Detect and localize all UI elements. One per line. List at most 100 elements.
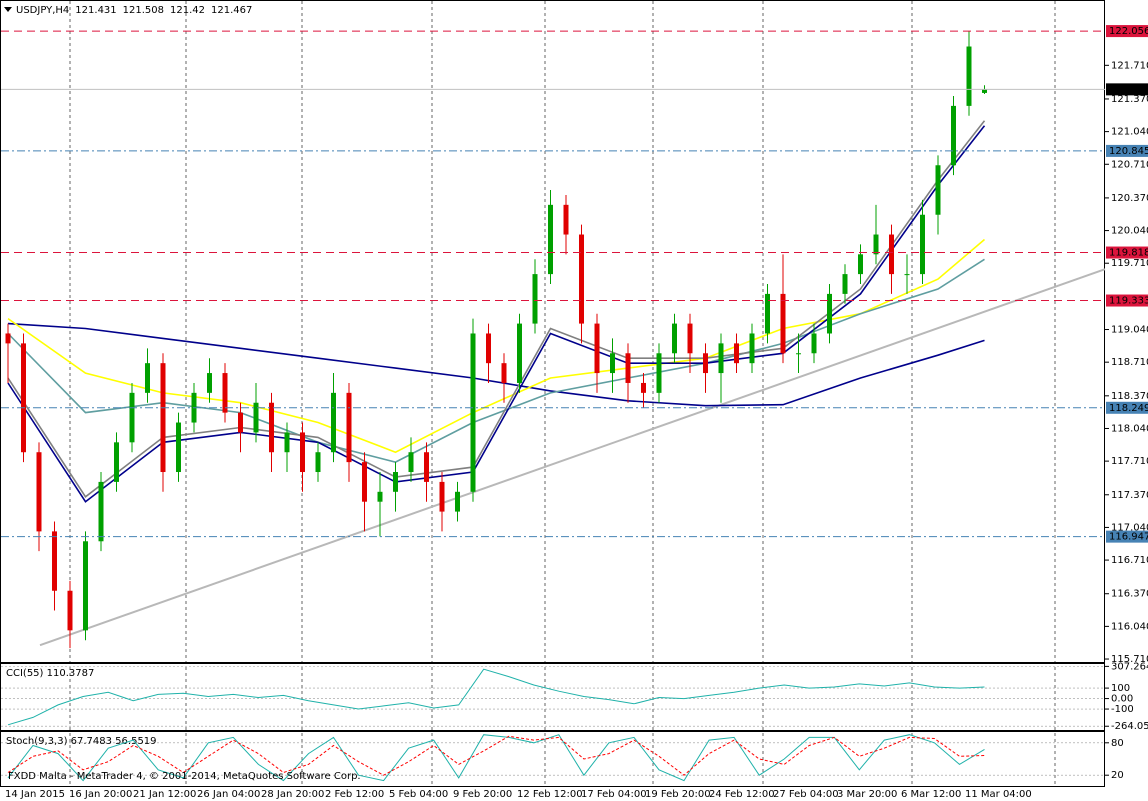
y-tick-label: -100 <box>1111 704 1134 715</box>
x-tick-label: 28 Jan 20:00 <box>261 789 324 800</box>
candle-body <box>114 442 119 482</box>
symbol: USDJPY,H4 <box>16 5 69 16</box>
stoch-panel <box>0 731 1105 787</box>
level-tag <box>1106 246 1148 259</box>
level-label: 122.056 <box>1109 26 1148 37</box>
indicator-line <box>7 734 985 782</box>
candle-body <box>610 353 615 374</box>
y-tick-label: 116.710 <box>1111 555 1148 566</box>
candle-body <box>331 392 336 453</box>
candle-body <box>811 333 817 354</box>
x-tick-label: 6 Mar 12:00 <box>901 789 961 800</box>
candle-body <box>672 323 677 354</box>
candle-body <box>951 105 956 166</box>
y-tick-label: 116.040 <box>1111 621 1148 632</box>
y-tick-label: 307.2645 <box>1111 661 1148 672</box>
x-tick-label: 5 Feb 04:00 <box>389 789 448 800</box>
candle-body <box>145 363 150 393</box>
panel-title: Stoch(9,3,3) 67.7483 56.5519 <box>6 736 157 747</box>
candle-body <box>238 412 243 433</box>
y-tick-label: 121.370 <box>1111 94 1148 105</box>
ma-line <box>7 120 986 498</box>
candle-body <box>129 392 135 443</box>
level-label: 118.249 <box>1109 403 1148 414</box>
candle-body <box>21 343 26 453</box>
y-tick-label: 121.040 <box>1111 127 1148 138</box>
candle-body <box>563 204 569 235</box>
x-tick-label: 27 Feb 04:00 <box>773 789 839 800</box>
y-tick-label: 118.370 <box>1111 391 1148 402</box>
level-tag <box>1106 25 1148 38</box>
candle-body <box>176 422 181 473</box>
ma-line <box>7 258 985 463</box>
candle-body <box>408 452 414 473</box>
y-tick-label: -264.0543 <box>1111 721 1148 732</box>
candle-body <box>300 432 305 473</box>
candle-body <box>67 590 73 631</box>
ohlc-value: 121.431 <box>75 5 116 16</box>
candle-body <box>827 293 832 334</box>
indicator-line <box>7 735 985 776</box>
y-tick-label: 118.040 <box>1111 423 1148 434</box>
y-tick-label: 115.710 <box>1111 654 1148 665</box>
ma-line <box>7 125 986 503</box>
main-panel <box>0 0 1105 663</box>
cci-panel <box>0 663 1105 731</box>
y-tick-label: 20 <box>1111 770 1124 781</box>
y-tick-label: 100 <box>1111 683 1130 694</box>
candle-body <box>253 402 259 433</box>
x-tick-label: 9 Feb 20:00 <box>453 789 512 800</box>
candle-body <box>424 452 429 482</box>
candle-body <box>625 353 631 383</box>
y-tick-label: 119.040 <box>1111 325 1148 336</box>
candle-body <box>83 541 88 631</box>
candle-body <box>5 333 11 344</box>
candle-body <box>284 432 290 453</box>
header-arrow <box>4 7 12 12</box>
level-tag <box>1106 144 1148 157</box>
x-tick-label: 19 Feb 20:00 <box>645 789 711 800</box>
candle-body <box>873 234 879 255</box>
ohlc-value: 121.467 <box>211 5 252 16</box>
candle-body <box>749 333 755 364</box>
trendline <box>39 268 1106 647</box>
x-tick-label: 17 Feb 04:00 <box>581 789 647 800</box>
candle-body <box>687 323 693 354</box>
candle-body <box>920 214 925 275</box>
x-tick-label: 14 Jan 2015 <box>5 789 65 800</box>
x-tick-label: 26 Jan 04:00 <box>197 789 260 800</box>
candle-body <box>703 353 708 374</box>
candle-body <box>501 363 507 383</box>
candle-body <box>439 481 445 512</box>
level-label: 120.845 <box>1109 146 1148 157</box>
candle-body <box>548 204 553 275</box>
y-tick-label: 116.370 <box>1111 589 1148 600</box>
candle-body <box>858 254 863 275</box>
x-tick-label: 16 Jan 20:00 <box>69 789 132 800</box>
candle-body <box>579 234 584 324</box>
x-tick-label: 24 Feb 12:00 <box>709 789 775 800</box>
level-tag <box>1106 530 1148 543</box>
candle-body <box>160 363 166 473</box>
x-tick-label: 11 Mar 04:00 <box>965 789 1032 800</box>
footer-note: FXDD Malta - MetaTrader 4, © 2001-2014, … <box>8 771 361 782</box>
y-tick-label: 120.370 <box>1111 193 1148 204</box>
candle-body <box>470 333 476 492</box>
level-tag <box>1106 294 1148 307</box>
y-tick-label: 80 <box>1111 738 1124 749</box>
candle-body <box>455 491 460 512</box>
ma-line <box>7 238 986 454</box>
x-tick-label: 21 Jan 12:00 <box>133 789 196 800</box>
y-tick-label: 119.710 <box>1111 258 1148 269</box>
ohlc-value: 121.42 <box>170 5 205 16</box>
candle-body <box>98 481 104 542</box>
candle-body <box>796 353 801 355</box>
candle-body <box>532 274 538 324</box>
y-tick-label: 120.040 <box>1111 226 1148 237</box>
candle-body <box>718 343 724 374</box>
x-tick-label: 12 Feb 12:00 <box>517 789 583 800</box>
candle-body <box>36 452 42 532</box>
candle-body <box>269 402 274 453</box>
